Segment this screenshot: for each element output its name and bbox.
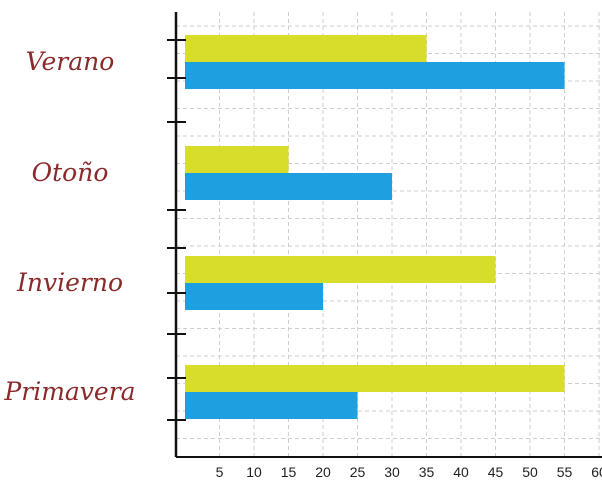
x-tick-label: 35 bbox=[419, 464, 435, 480]
bar-verano-bottom bbox=[185, 62, 565, 89]
bar-invierno-top bbox=[185, 256, 496, 283]
x-tick-label: 25 bbox=[350, 464, 366, 480]
x-tick-label: 55 bbox=[557, 464, 573, 480]
bar-otoño-top bbox=[185, 146, 289, 173]
x-tick-labels: 5 10 15 20 25 30 35 40 45 50 55 60 bbox=[216, 464, 602, 480]
bar-primavera-top bbox=[185, 365, 565, 392]
bar-verano-top bbox=[185, 35, 427, 62]
x-tick-label: 20 bbox=[315, 464, 331, 480]
bars bbox=[185, 35, 565, 419]
x-tick-label: 60 bbox=[591, 464, 602, 480]
x-tick-label: 10 bbox=[246, 464, 262, 480]
axes bbox=[167, 12, 602, 458]
x-tick-label: 50 bbox=[522, 464, 538, 480]
category-labels: Verano Otoño Invierno Primavera bbox=[3, 47, 135, 406]
x-tick-label: 40 bbox=[453, 464, 469, 480]
x-tick-label: 30 bbox=[384, 464, 400, 480]
bar-primavera-bottom bbox=[185, 392, 358, 419]
category-label: Invierno bbox=[16, 268, 123, 297]
x-tick-label: 5 bbox=[216, 464, 224, 480]
category-label: Otoño bbox=[32, 158, 109, 187]
bar-otoño-bottom bbox=[185, 173, 392, 200]
bar-invierno-bottom bbox=[185, 283, 323, 310]
category-label: Primavera bbox=[3, 377, 135, 406]
category-label: Verano bbox=[26, 47, 115, 76]
x-tick-label: 15 bbox=[281, 464, 297, 480]
x-tick-label: 45 bbox=[488, 464, 504, 480]
